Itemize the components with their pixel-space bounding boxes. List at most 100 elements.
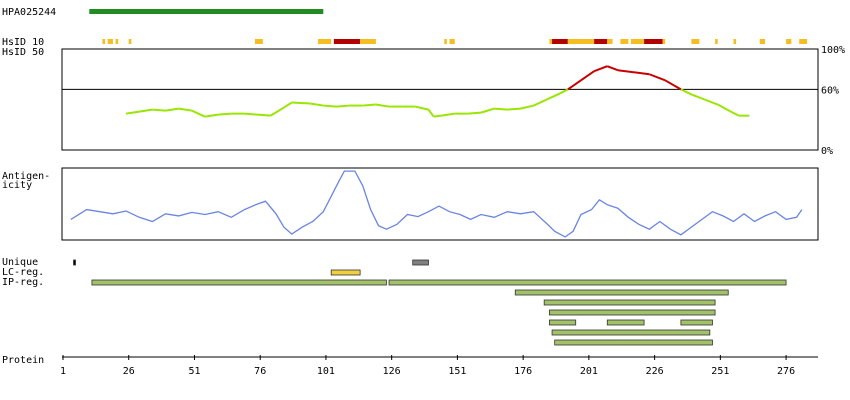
x-tick-label: 101 xyxy=(317,366,335,377)
antibody-label: HPA025244 xyxy=(2,7,56,18)
identity-segment xyxy=(633,71,650,76)
identity-segment xyxy=(336,104,350,108)
identity-segment xyxy=(257,113,271,117)
x-tick-label: 276 xyxy=(777,366,795,377)
hsid10-segment xyxy=(630,39,645,44)
x-tick-label: 151 xyxy=(448,366,466,377)
antigenicity-label: Antigen- xyxy=(2,171,50,182)
identity-segment xyxy=(283,101,293,109)
y-tick-label: 60% xyxy=(821,85,839,96)
identity-segment xyxy=(533,98,548,107)
hsid10-segment xyxy=(549,39,553,44)
hsid10-segment xyxy=(552,39,568,44)
hsid10-segment xyxy=(799,39,808,44)
hsid10-segment xyxy=(102,39,106,44)
hsid10-segment xyxy=(254,39,263,44)
identity-segment xyxy=(467,111,482,115)
identity-segment xyxy=(244,112,258,116)
ip-bar xyxy=(543,299,716,306)
identity-segment xyxy=(291,101,311,105)
ip-bar xyxy=(554,339,713,346)
identity-segment xyxy=(567,79,582,91)
x-tick-label: 51 xyxy=(188,366,200,377)
ip-bar xyxy=(680,319,713,326)
hsid10-segment xyxy=(115,39,119,44)
hsid10-segment xyxy=(759,39,766,44)
identity-segment xyxy=(507,107,521,111)
x-tick-label: 176 xyxy=(514,366,532,377)
identity-segment xyxy=(204,113,219,118)
x-tick-label: 226 xyxy=(646,366,664,377)
identity-segment xyxy=(691,93,705,101)
identity-segment xyxy=(480,107,495,114)
ip-bar xyxy=(551,329,711,336)
antigenicity-line xyxy=(70,170,803,238)
identity-segment xyxy=(152,108,166,112)
hsid10-label: HsID 10 xyxy=(2,37,44,48)
identity-segment xyxy=(730,110,740,117)
hsid10-segment xyxy=(567,39,595,44)
hsid10-segment xyxy=(444,39,447,44)
hsid10-segment xyxy=(607,39,613,44)
track-bar xyxy=(388,279,787,286)
identity-segment xyxy=(648,73,666,82)
track-bar xyxy=(91,279,387,286)
track-label: Unique xyxy=(2,257,38,268)
y-tick-label: 0% xyxy=(821,146,833,157)
antigenicity-label: icity xyxy=(2,180,32,191)
x-tick-label: 76 xyxy=(254,366,266,377)
identity-panel xyxy=(61,48,819,151)
identity-segment xyxy=(559,88,569,95)
identity-segment xyxy=(664,79,682,91)
track-bar xyxy=(412,259,429,266)
hsid10-segment xyxy=(620,39,629,44)
hsid10-segment xyxy=(449,39,455,44)
antigenicity-panel xyxy=(61,167,819,241)
identity-segment xyxy=(580,70,595,82)
track-label: IP-reg. xyxy=(2,277,44,288)
hsid10-segment xyxy=(733,39,737,44)
hsid10-segment xyxy=(594,39,608,44)
identity-segment xyxy=(323,104,337,108)
identity-segment xyxy=(125,110,140,115)
ip-bar xyxy=(514,289,729,296)
identity-segment xyxy=(427,109,435,118)
identity-segment xyxy=(546,92,561,101)
identity-segment xyxy=(191,109,206,118)
ip-bar xyxy=(606,319,645,326)
hsid10-segment xyxy=(715,39,718,44)
track-bar xyxy=(330,269,361,276)
hsid10-segment xyxy=(128,39,132,44)
identity-segment xyxy=(375,103,390,108)
identity-segment xyxy=(165,107,179,112)
track-label: LC-reg. xyxy=(2,267,44,278)
x-tick-label: 26 xyxy=(123,366,135,377)
identity-segment xyxy=(606,65,619,72)
identity-segment xyxy=(704,98,719,106)
identity-segment xyxy=(433,114,442,118)
identity-segment xyxy=(680,88,692,96)
y-tick-label: 100% xyxy=(821,45,845,56)
ip-bar xyxy=(549,309,716,316)
hsid10-segment xyxy=(691,39,700,44)
identity-segment xyxy=(178,107,192,112)
identity-segment xyxy=(617,69,634,74)
identity-segment xyxy=(593,65,608,73)
hsid10-segment xyxy=(333,39,361,44)
x-tick-label: 1 xyxy=(60,366,66,377)
hsid10-segment xyxy=(360,39,376,44)
identity-segment xyxy=(520,104,534,110)
x-tick-label: 126 xyxy=(383,366,401,377)
hsid10-segment xyxy=(318,39,332,44)
identity-segment xyxy=(494,107,508,111)
hsid10-segment xyxy=(107,39,113,44)
hsid10-segment xyxy=(786,39,792,44)
hsid10-segment xyxy=(644,39,663,44)
ip-bar xyxy=(549,319,577,326)
x-tick-label: 251 xyxy=(711,366,729,377)
identity-segment xyxy=(310,102,324,107)
track-bar xyxy=(73,259,76,266)
identity-segment xyxy=(362,103,376,107)
identity-segment xyxy=(139,108,153,113)
